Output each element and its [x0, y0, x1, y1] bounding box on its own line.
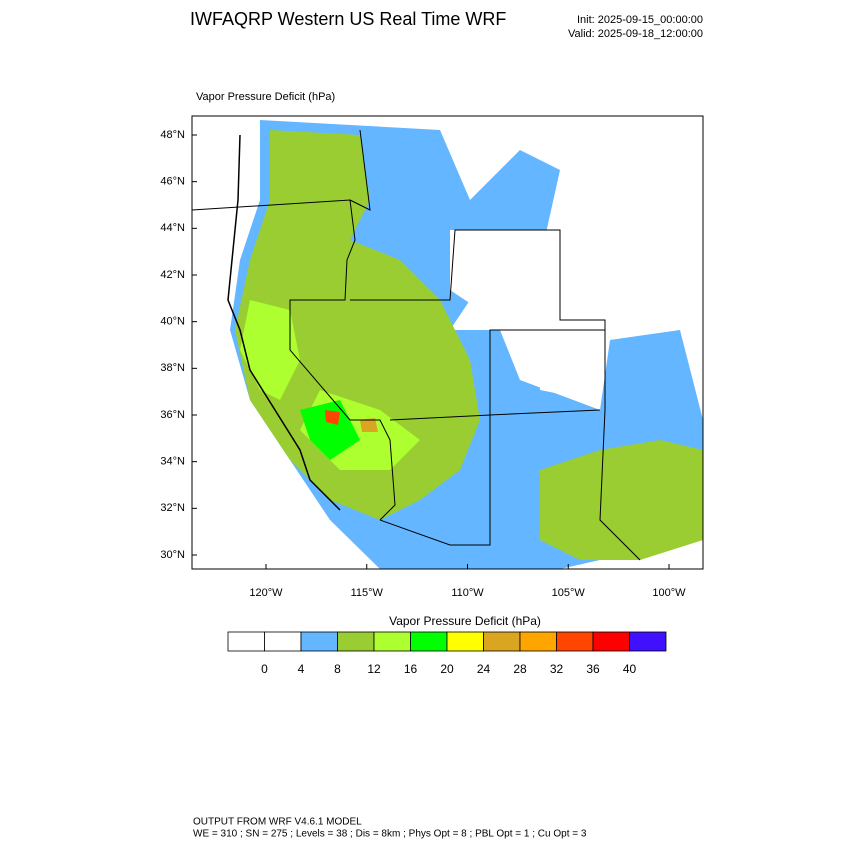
colorbar-box [264, 631, 302, 652]
lat-label: 40°N [160, 316, 185, 328]
colorbar-label: 36 [586, 662, 600, 676]
colorbar-box [446, 631, 484, 652]
colorbar-title: Vapor Pressure Deficit (hPa) [389, 614, 541, 628]
lon-label: 100°W [652, 587, 686, 599]
lat-label: 32°N [160, 502, 185, 514]
init-time: Init: 2025-09-15_00:00:00 [577, 14, 703, 26]
colorbar-label: 32 [550, 662, 564, 676]
colorbar-box [300, 631, 338, 652]
lon-label: 115°W [351, 587, 384, 599]
colorbar-label: 40 [623, 662, 637, 676]
lat-label: 34°N [160, 456, 185, 468]
footer-line: WE = 310 ; SN = 275 ; Levels = 38 ; Dis … [193, 829, 587, 840]
colorbar-box [373, 631, 411, 652]
lat-label: 46°N [160, 176, 185, 188]
lat-label: 48°N [160, 129, 185, 141]
lon-label: 110°W [451, 587, 484, 599]
lat-label: 38°N [160, 362, 185, 374]
lon-label: 120°W [249, 587, 283, 599]
valid-time: Valid: 2025-09-18_12:00:00 [568, 28, 703, 40]
colorbar-label: 4 [298, 662, 305, 676]
colorbar-label: 28 [513, 662, 527, 676]
colorbar-label: 20 [440, 662, 454, 676]
lat-label: 36°N [160, 409, 185, 421]
colorbar-label: 16 [404, 662, 418, 676]
colorbar-box [337, 631, 375, 652]
map [191, 115, 704, 570]
colorbar-box [592, 631, 630, 652]
colorbar-label: 24 [477, 662, 491, 676]
colorbar-box [629, 631, 667, 652]
colorbar-label: 12 [367, 662, 381, 676]
colorbar-label: 0 [261, 662, 268, 676]
lat-label: 44°N [160, 222, 185, 234]
colorbar-box [519, 631, 557, 652]
colorbar-box [483, 631, 521, 652]
lat-label: 42°N [160, 269, 185, 281]
title: IWFAQRP Western US Real Time WRF [190, 9, 506, 29]
colorbar-box [410, 631, 448, 652]
colorbar-label: 8 [334, 662, 341, 676]
lon-label: 105°W [552, 587, 586, 599]
colorbar: 0 4 8 12 16 20 24 28 32 36 40 [227, 631, 667, 676]
footer-line: OUTPUT FROM WRF V4.6.1 MODEL [193, 817, 362, 828]
colorbar-box [227, 631, 265, 652]
map-title: Vapor Pressure Deficit (hPa) [196, 91, 335, 103]
colorbar-box [556, 631, 594, 652]
lat-label: 30°N [160, 549, 185, 561]
